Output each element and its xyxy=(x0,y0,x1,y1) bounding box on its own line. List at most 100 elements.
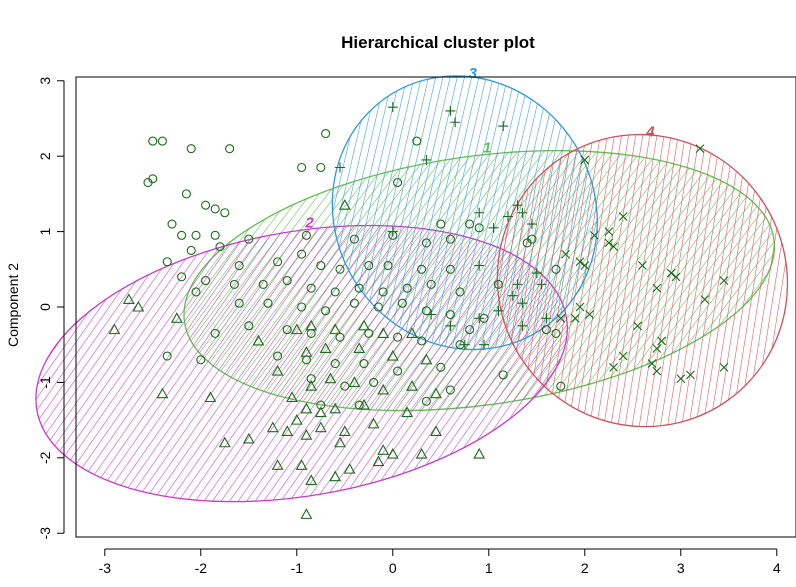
x-point xyxy=(609,362,618,372)
circle-point xyxy=(349,234,359,244)
triangle-point xyxy=(300,429,313,440)
plus-point xyxy=(387,102,398,113)
circle-point xyxy=(493,279,503,289)
x-point xyxy=(575,257,585,267)
x-point xyxy=(580,155,590,165)
circle-point xyxy=(393,332,403,342)
circle-point xyxy=(378,287,388,297)
triangle-point xyxy=(386,447,399,459)
circle-point xyxy=(465,325,475,335)
circle-point xyxy=(445,385,455,395)
triangle-point xyxy=(242,432,255,444)
cluster-2-label: 2 xyxy=(304,214,314,231)
triangle-point xyxy=(406,380,418,391)
triangle-point xyxy=(290,323,303,335)
circle-point xyxy=(225,144,235,154)
y-tick-label: 3 xyxy=(37,77,53,85)
x-tick-label: 2 xyxy=(581,560,589,576)
triangle-point xyxy=(386,349,399,361)
x-point xyxy=(618,351,628,361)
circle-point xyxy=(229,279,239,289)
plus-point xyxy=(450,117,461,128)
x-point xyxy=(638,261,647,270)
circle-point xyxy=(306,283,316,293)
data-points xyxy=(108,102,729,519)
triangle-point xyxy=(290,413,303,425)
circle-point xyxy=(210,204,220,214)
circle-point xyxy=(354,283,364,293)
circle-point xyxy=(201,276,211,286)
y-tick-label: 0 xyxy=(37,303,53,311)
circle-point xyxy=(417,264,427,274)
circle-point xyxy=(421,238,431,248)
circle-point xyxy=(282,276,292,286)
x-point xyxy=(686,370,695,380)
x-tick-label: 0 xyxy=(389,560,397,576)
circle-point xyxy=(359,359,369,369)
cluster-3-label: 3 xyxy=(469,65,478,82)
triangle-point xyxy=(377,327,390,338)
x-tick-label: -1 xyxy=(291,560,304,576)
triangle-point xyxy=(334,436,346,448)
y-axis-label: Component 2 xyxy=(5,263,21,347)
triangle-point xyxy=(406,327,418,338)
circle-point xyxy=(258,279,268,289)
plus-point xyxy=(517,298,528,309)
circle-point xyxy=(445,264,455,274)
circle-point xyxy=(244,321,254,331)
y-tick-label: 1 xyxy=(37,227,53,235)
circle-point xyxy=(445,309,455,320)
circle-point xyxy=(383,260,393,271)
plus-point xyxy=(474,313,485,324)
circle-point xyxy=(551,328,561,338)
circle-point xyxy=(177,230,187,240)
triangle-point xyxy=(204,391,217,403)
x-point xyxy=(652,366,662,376)
circle-point xyxy=(186,245,196,255)
triangle-point xyxy=(132,300,145,312)
circle-point xyxy=(551,264,561,274)
circle-point xyxy=(162,257,172,267)
circle-point xyxy=(316,260,326,271)
triangle-point xyxy=(372,455,385,467)
circle-point xyxy=(297,162,307,173)
circle-point xyxy=(306,374,316,384)
chart-title: Hierarchical cluster plot xyxy=(341,33,535,52)
x-point xyxy=(719,276,729,285)
triangle-point xyxy=(300,402,313,414)
circle-point xyxy=(210,328,220,338)
plus-point xyxy=(335,162,345,173)
triangle-point xyxy=(305,319,318,331)
x-tick-label: -3 xyxy=(99,560,112,576)
x-point xyxy=(618,212,628,221)
triangle-point xyxy=(430,425,442,436)
triangle-point xyxy=(415,447,428,459)
plus-point xyxy=(488,222,499,233)
circle-point xyxy=(330,359,340,369)
circle-point xyxy=(316,400,326,410)
x-axis: -3 -2 -1 0 1 2 3 4 xyxy=(99,548,781,576)
triangle-point xyxy=(329,402,342,414)
circle-point xyxy=(421,396,431,406)
plus-point xyxy=(421,154,432,165)
circle-point xyxy=(445,234,455,244)
triangle-point xyxy=(343,462,356,474)
circle-point xyxy=(263,298,273,308)
circle-point xyxy=(316,162,326,173)
triangle-point xyxy=(401,406,414,418)
plus-point xyxy=(474,260,485,271)
circle-point xyxy=(273,257,283,267)
circle-point xyxy=(412,136,422,146)
triangle-point xyxy=(358,319,370,331)
circle-point xyxy=(474,223,484,233)
circle-point xyxy=(191,287,201,297)
triangle-point xyxy=(329,323,342,335)
triangle-point xyxy=(170,312,183,323)
y-tick-label: 2 xyxy=(37,152,53,160)
cluster-4-ellipse xyxy=(496,133,789,428)
circle-point xyxy=(297,302,307,312)
x-tick-label: 4 xyxy=(773,560,781,576)
triangle-point xyxy=(156,387,169,399)
x-tick-label: 1 xyxy=(485,560,493,576)
